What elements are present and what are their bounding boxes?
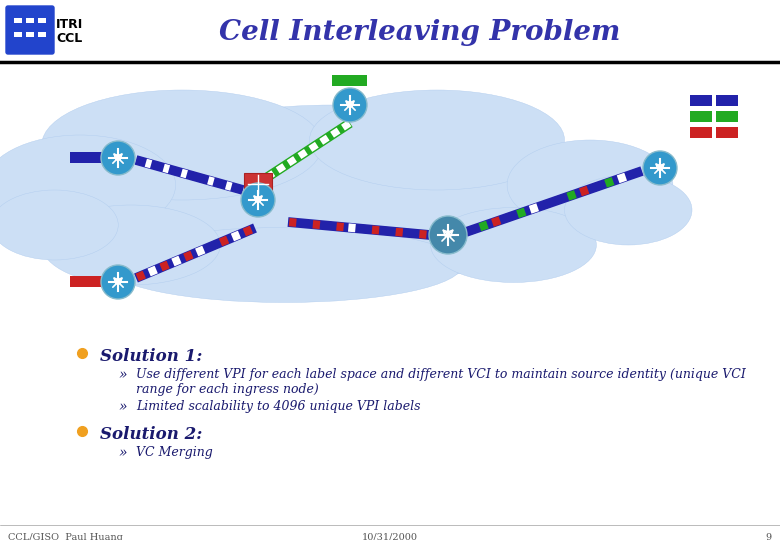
Circle shape [241,183,275,217]
Text: Solution 2:: Solution 2: [100,426,202,443]
Text: Solution 1:: Solution 1: [100,348,202,365]
Circle shape [101,265,135,299]
Text: ITRI: ITRI [56,18,83,31]
FancyBboxPatch shape [26,32,34,37]
FancyBboxPatch shape [70,276,103,287]
FancyBboxPatch shape [26,18,34,23]
FancyBboxPatch shape [6,6,54,54]
Circle shape [429,216,467,254]
Text: CCL: CCL [56,32,82,45]
FancyBboxPatch shape [716,95,738,106]
Ellipse shape [0,135,176,235]
FancyBboxPatch shape [716,111,738,122]
Text: 10/31/2000: 10/31/2000 [362,533,418,540]
FancyBboxPatch shape [690,127,712,138]
Ellipse shape [42,205,220,285]
FancyBboxPatch shape [14,18,22,23]
Circle shape [643,151,677,185]
FancyBboxPatch shape [38,18,46,23]
Circle shape [101,141,135,175]
Ellipse shape [80,105,590,285]
FancyBboxPatch shape [14,32,22,37]
Text: VC Merging: VC Merging [136,446,213,459]
Circle shape [333,88,367,122]
Text: »: » [118,368,126,382]
Ellipse shape [565,175,692,245]
Ellipse shape [310,90,565,190]
Text: Cell Interleaving Problem: Cell Interleaving Problem [219,19,621,46]
Ellipse shape [507,140,673,230]
FancyBboxPatch shape [244,173,272,195]
Text: »: » [118,446,126,460]
Ellipse shape [0,190,119,260]
FancyBboxPatch shape [332,75,367,86]
FancyBboxPatch shape [38,32,46,37]
FancyBboxPatch shape [716,127,738,138]
Text: CCL/GISO  Paul Huang: CCL/GISO Paul Huang [8,533,123,540]
FancyBboxPatch shape [70,152,103,163]
Ellipse shape [42,90,322,200]
Ellipse shape [431,207,597,282]
Text: Use different VPI for each label space and different VCI to maintain source iden: Use different VPI for each label space a… [136,368,746,396]
Text: Limited scalability to 4096 unique VPI labels: Limited scalability to 4096 unique VPI l… [136,400,420,413]
Text: »: » [118,400,126,414]
FancyBboxPatch shape [690,111,712,122]
Ellipse shape [105,227,463,302]
Text: 9: 9 [766,533,772,540]
FancyBboxPatch shape [690,95,712,106]
